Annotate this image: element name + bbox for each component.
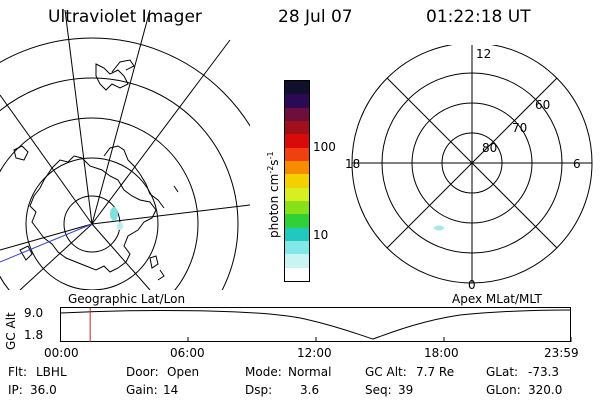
time-label: 01:22:18 UT: [426, 7, 531, 27]
seq-label: Seq:: [365, 383, 392, 397]
lat-circle: [0, 117, 199, 290]
aurora-emission: [434, 225, 444, 231]
lat-label-80: 80: [482, 141, 497, 155]
mlt-label-0: 0: [468, 278, 476, 292]
glat-label: GLat:: [486, 365, 519, 379]
lat-circle: [0, 77, 239, 290]
orbit-track: [0, 223, 93, 263]
geographic-map-label: Geographic Lat/Lon: [68, 292, 186, 306]
lat-circle: [25, 157, 159, 290]
polar-mlt-map: 12 18 6 0 60 70 80: [345, 45, 593, 292]
timeline-axis-label: GC Alt: [4, 312, 18, 350]
timeline-xtick-1200: 12:00: [297, 346, 332, 360]
geographic-map: [0, 9, 250, 290]
lat-label-60: 60: [535, 98, 550, 112]
mlt-label-18: 18: [345, 157, 360, 171]
glat-value: -73.3: [528, 365, 560, 379]
colorbar-unit-label: photon cm-2s-1: [266, 151, 281, 238]
colorbar-swatch: [285, 267, 309, 281]
door-label: Door:: [126, 365, 159, 379]
timeline-xtick-2359: 23:59: [544, 346, 579, 360]
colorbar-swatch: [285, 240, 309, 255]
colorbar-swatch: [285, 147, 309, 161]
mlt-label-12: 12: [476, 47, 491, 61]
timeline-xtick-0600: 06:00: [170, 346, 205, 360]
colorbar-swatch: [285, 227, 309, 241]
colorbar-swatch: [285, 120, 309, 135]
colorbar-tick-100: 100: [313, 140, 336, 154]
colorbar-swatch: [285, 214, 309, 228]
seq-value: 39: [398, 383, 414, 397]
colorbar-swatch: [285, 107, 309, 121]
date-label: 28 Jul 07: [278, 7, 353, 27]
colorbar-swatch: [285, 134, 309, 148]
colorbar-swatch: [285, 94, 309, 108]
ip-value: 36.0: [30, 383, 57, 397]
dsp-label: Dsp:: [245, 383, 273, 397]
colorbar-swatch: [285, 160, 309, 175]
lat-label-70: 70: [512, 121, 527, 135]
flt-value: LBHL: [36, 365, 67, 379]
lat-circle: [0, 37, 250, 127]
polar-map-label: Apex MLat/MLT: [452, 292, 542, 306]
timeline-xtick-1800: 18:00: [424, 346, 459, 360]
gain-value: 14: [163, 383, 179, 397]
colorbar-tick-10: 10: [313, 228, 329, 242]
colorbar-swatch: [285, 81, 309, 95]
mode-label: Mode:: [245, 365, 282, 379]
mlt-label-6: 6: [573, 157, 581, 171]
timeline-plot: [60, 307, 572, 342]
timeline-xtick-0000: 00:00: [44, 346, 79, 360]
dsp-value: 3.6: [300, 383, 320, 397]
colorbar-swatch: [285, 254, 309, 268]
gc-alt-label: GC Alt:: [365, 365, 407, 379]
gc-alt-value: 7.7 Re: [416, 365, 455, 379]
gain-label: Gain:: [126, 383, 158, 397]
mode-value: Normal: [288, 365, 332, 379]
aurora-emission: [117, 222, 123, 230]
altitude-curve: [60, 309, 571, 340]
timeline-ytick-low: 1.8: [24, 328, 44, 342]
glon-label: GLon:: [486, 383, 521, 397]
colorbar: [284, 80, 310, 282]
flt-label: Flt:: [8, 365, 27, 379]
glon-value: 320.0: [528, 383, 563, 397]
colorbar-swatch: [285, 187, 309, 201]
ip-label: IP:: [8, 383, 23, 397]
colorbar-swatch: [285, 200, 309, 215]
instrument-title: Ultraviolet Imager: [48, 7, 202, 27]
colorbar-swatch: [285, 174, 309, 188]
aurora-emission: [110, 207, 118, 221]
door-value: Open: [167, 365, 200, 379]
timeline-ytick-high: 9.0: [24, 306, 44, 320]
